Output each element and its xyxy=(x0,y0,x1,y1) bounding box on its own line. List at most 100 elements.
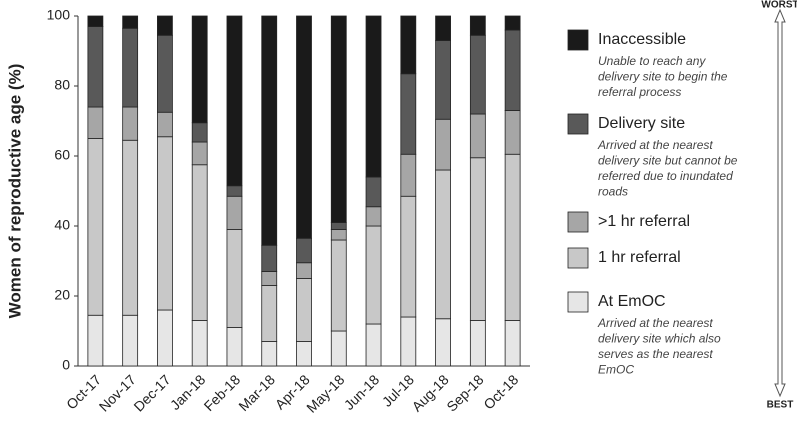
x-tick-label: Jan-18 xyxy=(167,371,209,413)
bar-segment xyxy=(330,330,347,367)
bar-segment xyxy=(261,285,278,342)
legend-description: delivery site which also xyxy=(598,332,721,346)
bar-segment xyxy=(191,164,208,321)
bar-segment xyxy=(191,141,208,166)
bar-segment xyxy=(330,229,347,241)
bar-segment xyxy=(296,237,312,264)
y-axis-label: Women of reproductive age (%) xyxy=(5,64,24,319)
legend-description: roads xyxy=(598,185,628,199)
bar-segment xyxy=(157,136,173,311)
x-tick-label: Mar-18 xyxy=(235,371,278,414)
x-tick-label: Oct-18 xyxy=(480,371,521,412)
bar-segment xyxy=(87,15,104,27)
bar-segment xyxy=(157,111,173,138)
bar-segment xyxy=(191,15,208,124)
bar-segment xyxy=(296,262,312,279)
bar-segment xyxy=(226,195,243,230)
legend-swatch xyxy=(567,29,589,51)
legend-label: 1 hr referral xyxy=(598,249,681,266)
legend-swatch xyxy=(567,291,589,313)
x-tick-label: May-18 xyxy=(303,371,347,415)
legend-swatch xyxy=(567,113,589,135)
scale-bottom: BEST xyxy=(767,400,794,411)
bar-segment xyxy=(365,225,382,325)
bar-segment xyxy=(435,169,451,320)
y-tick-label: 80 xyxy=(54,77,70,93)
y-tick-label: 60 xyxy=(54,147,70,163)
bar-segment xyxy=(157,34,173,113)
bar-segment xyxy=(435,40,451,120)
bar-segment xyxy=(435,318,451,367)
bar-segment xyxy=(400,15,417,75)
bar-segment xyxy=(504,320,521,367)
bar-segment xyxy=(122,15,139,29)
x-tick-label: Dec-17 xyxy=(130,371,173,414)
bar-segment xyxy=(435,118,451,171)
legend-description: delivery site but cannot be xyxy=(598,154,738,168)
bar-segment xyxy=(504,29,521,111)
bar-segment xyxy=(365,15,382,178)
bar-segment xyxy=(330,239,347,332)
bar-segment xyxy=(504,153,521,321)
bar-segment xyxy=(87,106,104,139)
y-tick-label: 100 xyxy=(47,7,71,23)
bar-segment xyxy=(261,244,278,272)
bar-segment xyxy=(87,138,104,316)
bar-segment xyxy=(365,176,382,208)
bar-segment xyxy=(87,26,104,108)
bar-segment xyxy=(122,139,139,316)
legend-description: Arrived at the nearest xyxy=(597,316,713,330)
bar-segment xyxy=(504,110,521,155)
bar-segment xyxy=(400,153,417,197)
x-tick-label: Jun-18 xyxy=(341,371,383,413)
legend-swatch xyxy=(567,247,589,269)
legend-description: Arrived at the nearest xyxy=(597,138,713,152)
bar-segment xyxy=(191,320,208,367)
y-tick-label: 20 xyxy=(54,287,70,303)
bar-segment xyxy=(435,15,451,41)
bar-segment xyxy=(122,106,139,141)
x-tick-label: Sep-18 xyxy=(443,371,486,414)
bar-segment xyxy=(504,15,521,31)
bar-segment xyxy=(365,206,382,227)
bar-segment xyxy=(469,157,486,321)
bar-segment xyxy=(400,195,417,318)
bar-segment xyxy=(122,314,139,367)
legend-description: delivery site to begin the xyxy=(598,70,728,84)
bar-segment xyxy=(157,15,173,36)
legend-description: EmOC xyxy=(598,363,634,377)
bar-segment xyxy=(469,113,486,159)
bar-segment xyxy=(261,15,278,246)
x-tick-label: Feb-18 xyxy=(201,371,244,414)
bar-segment xyxy=(191,122,208,143)
legend-label: >1 hr referral xyxy=(598,213,690,230)
bar-segment xyxy=(469,15,486,36)
bar-segment xyxy=(400,73,417,155)
legend-swatch xyxy=(567,211,589,233)
bar-segment xyxy=(365,323,382,367)
legend-label: Delivery site xyxy=(598,115,685,132)
bar-segment xyxy=(157,309,173,367)
x-tick-label: Nov-17 xyxy=(96,371,139,414)
x-tick-label: Aug-18 xyxy=(409,371,452,414)
bar-segment xyxy=(261,341,278,367)
bar-segment xyxy=(296,15,312,239)
y-tick-label: 0 xyxy=(62,357,70,373)
legend-description: Unable to reach any xyxy=(598,54,706,68)
bar-segment xyxy=(87,314,104,367)
legend-label: At EmOC xyxy=(598,293,666,310)
bar-segment xyxy=(296,278,312,342)
bar-segment xyxy=(469,34,486,115)
legend-label: Inaccessible xyxy=(598,31,686,48)
scale-arrow xyxy=(774,8,786,398)
bar-segment xyxy=(330,15,347,223)
bar-segment xyxy=(400,316,417,367)
bar-segment xyxy=(296,341,312,367)
bar-segment xyxy=(226,15,243,187)
bar-segment xyxy=(226,185,243,197)
legend-description: referred due to inundated xyxy=(598,169,733,183)
bar-segment xyxy=(226,229,243,328)
legend-description: referral process xyxy=(598,85,681,99)
y-tick-label: 40 xyxy=(54,217,70,233)
